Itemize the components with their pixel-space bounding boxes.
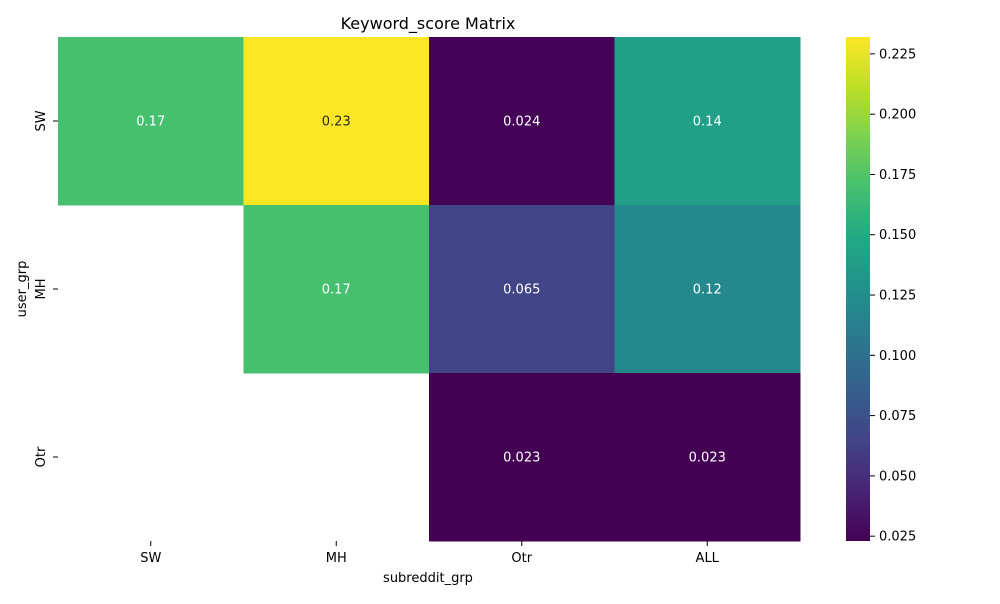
cell-annotations: 0.17 0.23 0.024 0.14 0.17 0.065 0.12 0.023 0.023 — [136, 115, 726, 466]
cell-annotation: 0.023 — [503, 451, 540, 466]
x-tick-label: Otr — [511, 551, 532, 566]
colorbar-gradient — [846, 37, 870, 541]
heatmap-cell — [614, 373, 801, 542]
cell-annotation: 0.024 — [503, 115, 540, 130]
x-tick-label: ALL — [696, 551, 720, 566]
heatmap-cell — [614, 205, 801, 374]
colorbar-tick-label: 0.050 — [879, 469, 916, 484]
heatmap-cell — [243, 205, 430, 374]
heatmap-cells — [58, 37, 801, 542]
cell-annotation: 0.023 — [689, 451, 726, 466]
heatmap-cell — [429, 373, 615, 542]
colorbar: 0.025 0.050 0.075 0.100 0.125 0.150 0.175 0.200… — [846, 37, 916, 545]
x-tick-label: MH — [326, 551, 347, 566]
chart-title: Keyword_score Matrix — [341, 14, 516, 34]
y-tick-label: SW — [34, 110, 49, 131]
colorbar-ticks: 0.025 0.050 0.075 0.100 0.125 0.150 0.175 0.200… — [870, 47, 916, 545]
y-axis: SW MH Otr — [34, 110, 58, 467]
cell-annotation: 0.12 — [693, 283, 722, 298]
colorbar-tick-label: 0.225 — [879, 47, 916, 62]
cell-annotation: 0.065 — [503, 283, 540, 298]
cell-annotation: 0.17 — [136, 115, 165, 130]
x-tick-label: SW — [140, 551, 161, 566]
heatmap-cell — [243, 37, 430, 206]
colorbar-tick-label: 0.075 — [879, 409, 916, 424]
cell-annotation: 0.14 — [693, 115, 722, 130]
x-axis-label: subreddit_grp — [383, 571, 473, 586]
y-axis-label: user_grp — [15, 261, 30, 318]
heatmap-cell — [58, 37, 244, 206]
colorbar-tick-label: 0.200 — [879, 108, 916, 123]
heatmap-cell — [429, 205, 615, 374]
colorbar-tick-label: 0.150 — [879, 228, 916, 243]
heatmap-cell — [429, 37, 615, 206]
x-axis: SW MH Otr ALL — [140, 541, 720, 566]
colorbar-tick-label: 0.125 — [879, 289, 916, 304]
heatmap-cell — [614, 37, 801, 206]
y-tick-label: Otr — [34, 446, 49, 467]
cell-annotation: 0.17 — [322, 283, 351, 298]
colorbar-tick-label: 0.100 — [879, 349, 916, 364]
colorbar-tick-label: 0.025 — [879, 530, 916, 545]
cell-annotation: 0.23 — [322, 115, 351, 130]
colorbar-tick-label: 0.175 — [879, 168, 916, 183]
y-tick-label: MH — [34, 279, 49, 300]
